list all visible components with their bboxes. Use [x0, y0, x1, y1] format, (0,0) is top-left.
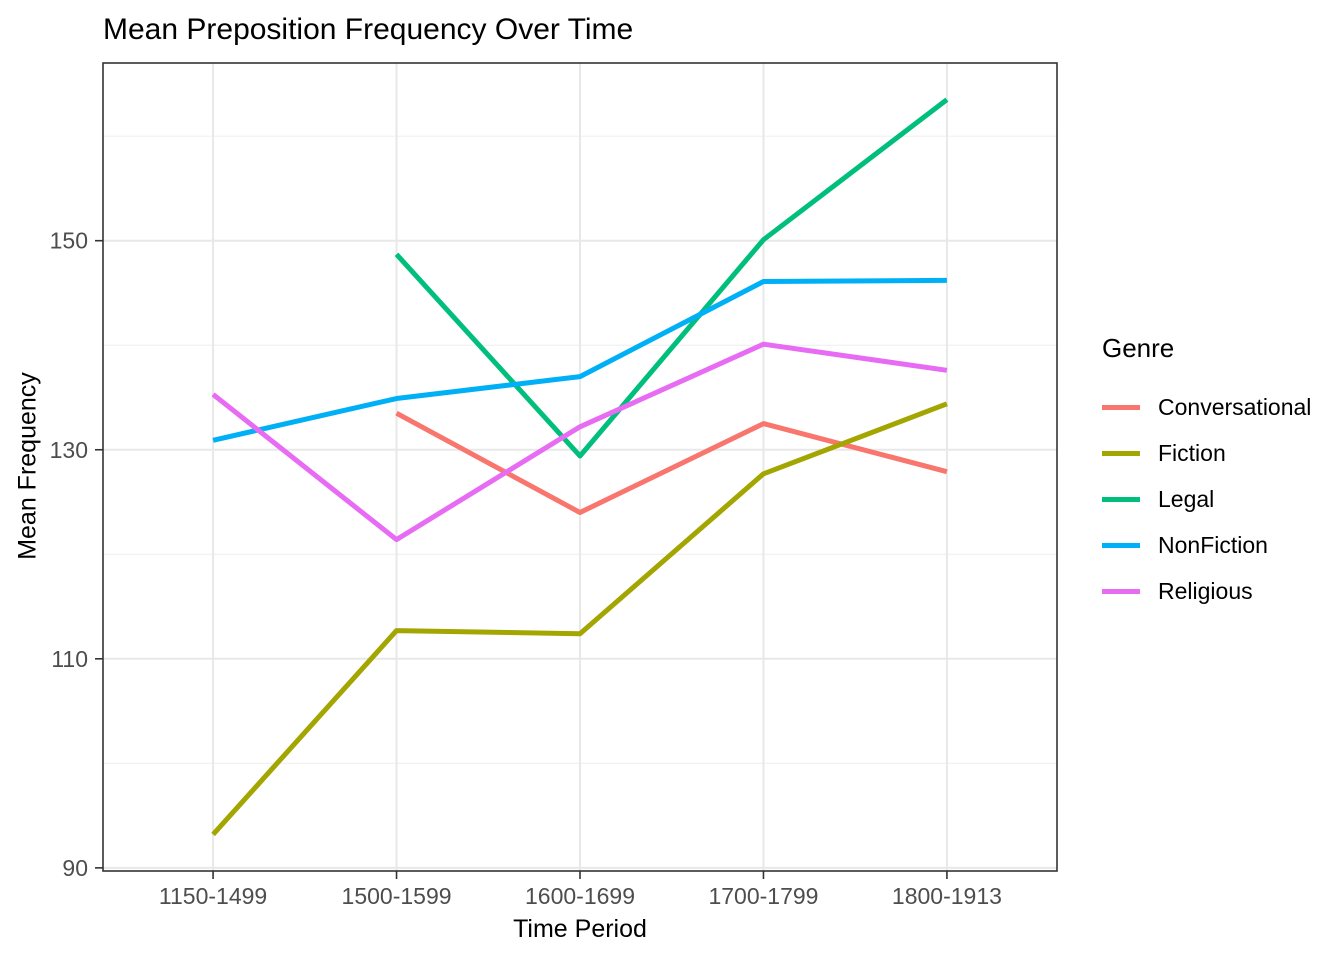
legend-item-conversational: Conversational	[1102, 384, 1311, 430]
legend-swatch-conversational	[1102, 404, 1140, 410]
legend-swatch-nonfiction	[1102, 542, 1140, 548]
y-tick-label: 110	[51, 646, 88, 672]
x-tick-label: 1700-1799	[708, 883, 818, 909]
x-tick-label: 1500-1599	[342, 883, 452, 909]
series-line-religious	[211, 341, 948, 543]
chart-title: Mean Preposition Frequency Over Time	[103, 13, 634, 46]
legend-item-fiction: Fiction	[1102, 430, 1311, 476]
legend-swatch-fiction	[1102, 450, 1140, 456]
series-line-legal	[394, 97, 949, 459]
legend-label: NonFiction	[1158, 531, 1268, 558]
legend-item-legal: Legal	[1102, 476, 1311, 522]
legend-label: Fiction	[1158, 439, 1226, 466]
legend-label: Religious	[1158, 577, 1253, 604]
legend-swatch-legal	[1102, 496, 1140, 502]
y-tick-label: 150	[50, 228, 88, 254]
legend-swatch-religious	[1102, 588, 1140, 594]
legend-item-nonfiction: NonFiction	[1102, 522, 1311, 568]
x-tick-label: 1600-1699	[525, 883, 635, 909]
x-tick-label: 1800-1913	[892, 883, 1002, 909]
legend-items: Conversational Fiction Legal NonFiction Reli…	[1102, 384, 1311, 614]
legend-title: Genre	[1102, 333, 1175, 363]
legend: Genre Conversational Fiction Legal NonFicti…	[1102, 333, 1311, 614]
series-line-fiction	[211, 401, 948, 837]
x-tick-label: 1150-1499	[159, 883, 267, 909]
y-tick-label: 130	[50, 437, 88, 463]
series-line-conversational	[395, 411, 948, 515]
legend-label: Legal	[1158, 485, 1215, 512]
y-tick-label: 90	[62, 855, 88, 881]
x-axis-title: Time Period	[513, 915, 647, 943]
series-line-nonfiction	[212, 277, 947, 443]
legend-label: Conversational	[1158, 393, 1312, 420]
legend-item-religious: Religious	[1102, 568, 1311, 614]
y-axis-title: Mean Frequency	[13, 372, 42, 560]
